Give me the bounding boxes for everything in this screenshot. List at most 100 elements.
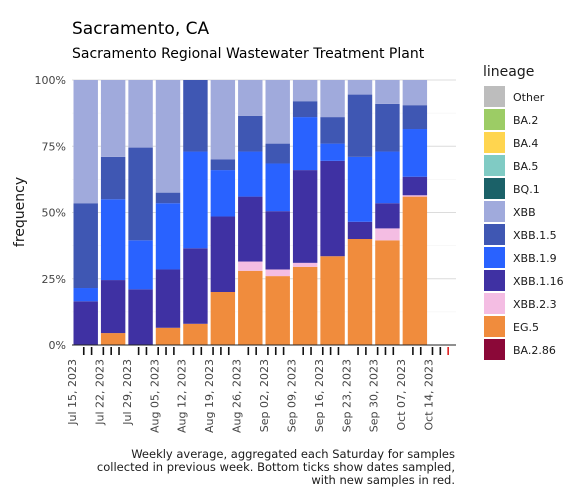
bar-segment-xbb bbox=[265, 80, 290, 144]
bar-segment-eg-5 bbox=[347, 239, 373, 345]
bar-segment-xbb-1-16 bbox=[183, 248, 208, 324]
bar-segment-xbb bbox=[128, 80, 153, 148]
bar-segment-xbb bbox=[375, 80, 400, 104]
bar-segment-xbb-2-3 bbox=[265, 269, 290, 277]
bar-segment-xbb-1-9 bbox=[210, 170, 236, 217]
chart-subtitle: Sacramento Regional Wastewater Treatment… bbox=[72, 46, 425, 62]
y-tick-label: 50% bbox=[42, 207, 66, 220]
bar-segment-xbb-1-5 bbox=[128, 147, 153, 241]
bar-segment-xbb-1-5 bbox=[238, 115, 263, 152]
bar-segment-xbb-1-16 bbox=[347, 221, 373, 239]
legend-label: XBB.1.16 bbox=[513, 275, 564, 288]
bar-segment-xbb bbox=[292, 80, 318, 102]
bar-segment-eg-5 bbox=[375, 240, 400, 345]
legend-label: BA.2 bbox=[513, 114, 538, 127]
bar-segment-xbb-1-5 bbox=[402, 105, 428, 130]
bar-segment-xbb-1-9 bbox=[347, 156, 373, 222]
legend-swatch bbox=[484, 339, 505, 360]
chart-title: Sacramento, CA bbox=[72, 19, 209, 39]
legend-swatch bbox=[484, 316, 505, 337]
bar-segment-xbb bbox=[155, 80, 181, 193]
legend-swatch bbox=[484, 155, 505, 176]
x-tick-label: Sep 02, 2023 bbox=[258, 359, 271, 432]
bar-segment-xbb-1-16 bbox=[292, 170, 318, 263]
legend-label: EG.5 bbox=[513, 321, 539, 334]
bar-segment-xbb-1-5 bbox=[320, 117, 345, 144]
bar-segment-xbb-1-9 bbox=[402, 129, 428, 177]
x-tick-label: Sep 30, 2023 bbox=[368, 359, 381, 432]
legend-swatch bbox=[484, 86, 505, 107]
x-tick-label: Sep 09, 2023 bbox=[285, 359, 298, 432]
legend-swatch bbox=[484, 178, 505, 199]
bar-segment-xbb-1-16 bbox=[210, 216, 236, 292]
y-tick-label: 0% bbox=[49, 339, 66, 352]
y-tick-label: 25% bbox=[42, 273, 66, 286]
bar-segment-eg-5 bbox=[292, 266, 318, 345]
bar-segment-eg-5 bbox=[155, 327, 181, 345]
bar-segment-xbb-1-9 bbox=[183, 151, 208, 249]
bar-segment-xbb-1-5 bbox=[73, 203, 98, 289]
legend-title: lineage bbox=[483, 64, 534, 80]
x-tick-label: Aug 26, 2023 bbox=[231, 359, 244, 433]
bar-segment-xbb-1-5 bbox=[210, 159, 236, 171]
y-tick-label: 100% bbox=[35, 74, 66, 87]
legend-label: XBB.2.3 bbox=[513, 298, 557, 311]
bar-segment-xbb-1-5 bbox=[265, 143, 290, 164]
bar-segment-xbb-2-3 bbox=[375, 228, 400, 241]
bar-segment-eg-5 bbox=[402, 196, 428, 345]
bar-segment-xbb-1-16 bbox=[100, 280, 126, 334]
bar-segment-eg-5 bbox=[210, 292, 236, 345]
legend-swatch bbox=[484, 247, 505, 268]
sample-ticks bbox=[72, 344, 456, 355]
bar-segment-eg-5 bbox=[183, 323, 208, 345]
legend-label: BQ.1 bbox=[513, 183, 540, 196]
bar-segment-xbb-2-3 bbox=[402, 195, 428, 197]
bar-segment-xbb-1-16 bbox=[238, 196, 263, 262]
legend-swatch bbox=[484, 201, 505, 222]
bar-segment-xbb-1-9 bbox=[320, 143, 345, 161]
caption-line: with new samples in red. bbox=[311, 473, 455, 487]
bar-segment-xbb-1-9 bbox=[292, 117, 318, 171]
bar-segment-xbb-1-5 bbox=[292, 101, 318, 118]
x-tick-label: Jul 22, 2023 bbox=[93, 359, 106, 426]
y-axis-title: frequency bbox=[12, 177, 28, 247]
bar-segment-xbb bbox=[347, 80, 373, 95]
legend-swatch bbox=[484, 293, 505, 314]
bar-segment-eg-5 bbox=[265, 276, 290, 345]
bar-segment-xbb-1-9 bbox=[100, 199, 126, 281]
bar-segment-xbb-1-5 bbox=[100, 156, 126, 200]
bar-segment-xbb bbox=[100, 80, 126, 157]
bar-segment-xbb-1-5 bbox=[183, 80, 208, 152]
bar-segment-xbb bbox=[238, 80, 263, 116]
x-tick-label: Oct 14, 2023 bbox=[423, 359, 436, 431]
legend-label: BA.4 bbox=[513, 137, 538, 150]
x-tick-label: Aug 19, 2023 bbox=[203, 359, 216, 433]
bar-segment-xbb-1-5 bbox=[375, 103, 400, 152]
x-tick-label: Aug 12, 2023 bbox=[176, 359, 189, 433]
bar-segment-xbb-2-3 bbox=[238, 261, 263, 271]
legend-label: XBB bbox=[513, 206, 536, 219]
legend-swatch bbox=[484, 132, 505, 153]
caption: Weekly average, aggregated each Saturday… bbox=[97, 447, 455, 487]
bar-segment-xbb bbox=[320, 80, 345, 118]
x-tick-label: Sep 16, 2023 bbox=[313, 359, 326, 432]
legend-label: Other bbox=[513, 91, 545, 104]
bar-segment-xbb bbox=[210, 80, 236, 160]
x-tick-label: Aug 05, 2023 bbox=[148, 359, 161, 433]
legend-swatch bbox=[484, 109, 505, 130]
bar-segment-xbb-1-9 bbox=[238, 151, 263, 197]
bar-segment-xbb-1-16 bbox=[155, 269, 181, 328]
legend-swatch bbox=[484, 224, 505, 245]
x-tick-label: Jul 15, 2023 bbox=[66, 359, 79, 426]
bar-segment-xbb-1-5 bbox=[347, 94, 373, 157]
x-tick-label: Oct 07, 2023 bbox=[395, 359, 408, 431]
bar-segment-eg-5 bbox=[320, 256, 345, 345]
y-axis: 0% 25% 50% 75% 100% bbox=[35, 74, 66, 352]
legend-label: XBB.1.9 bbox=[513, 252, 557, 265]
legend: Other BA.2 BA.4 BA.5 BQ.1 XBB XBB.1.5 XBB.1.9 XB… bbox=[484, 86, 564, 360]
bar-segment-xbb-1-5 bbox=[155, 192, 181, 204]
bar-segment-xbb-1-9 bbox=[375, 151, 400, 204]
bar-segment-xbb-1-16 bbox=[128, 289, 153, 345]
bar-segment-xbb-1-9 bbox=[128, 240, 153, 290]
